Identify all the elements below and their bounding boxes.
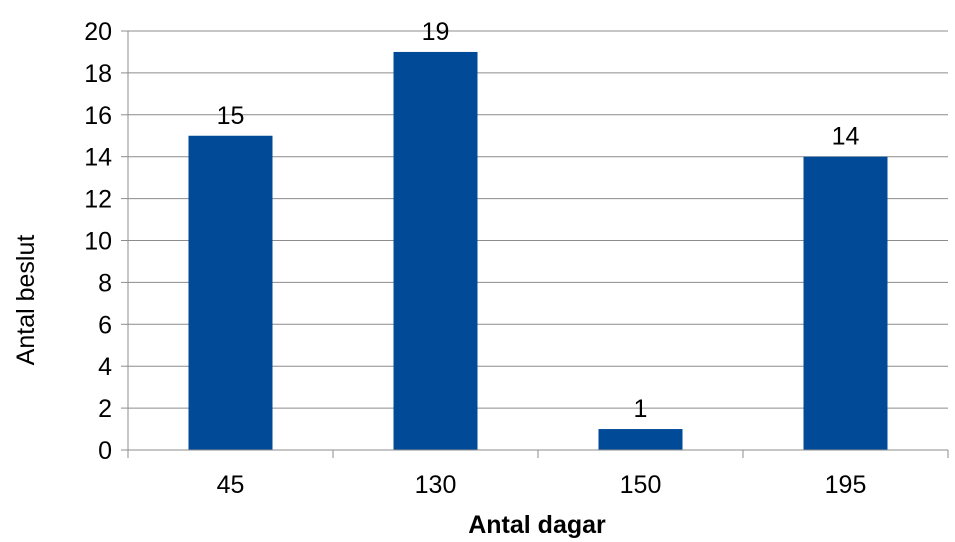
y-tick-labels: 0 2 4 6 8 10 12 14 16 18 20 <box>84 18 112 465</box>
y-tick-label: 16 <box>84 102 112 130</box>
data-label: 14 <box>832 123 860 151</box>
bar <box>393 51 478 450</box>
y-tick-label: 6 <box>98 311 112 339</box>
y-tick-label: 4 <box>98 353 112 381</box>
x-tick-label: 45 <box>217 471 245 499</box>
bars <box>188 51 888 450</box>
x-tick-labels: 45 130 150 195 <box>217 471 867 499</box>
axes <box>121 30 949 458</box>
x-axis-title: Antal dagar <box>468 511 606 539</box>
data-label: 19 <box>422 18 450 46</box>
y-tick-label: 18 <box>84 60 112 88</box>
y-axis-title: Antal beslut <box>12 235 40 366</box>
bar <box>598 429 683 450</box>
y-tick-label: 12 <box>84 186 112 214</box>
y-tick-label: 20 <box>84 18 112 46</box>
x-tick-label: 195 <box>825 471 867 499</box>
bar <box>803 156 888 450</box>
y-tick-label: 0 <box>98 437 112 465</box>
data-label: 1 <box>634 395 648 423</box>
y-tick-label: 10 <box>84 228 112 256</box>
x-tick-label: 150 <box>620 471 662 499</box>
bar <box>188 135 273 450</box>
y-tick-label: 2 <box>98 395 112 423</box>
y-tick-label: 14 <box>84 144 112 172</box>
y-tick-label: 8 <box>98 269 112 297</box>
data-labels: 15 19 1 14 <box>217 18 860 423</box>
data-label: 15 <box>217 102 245 130</box>
x-tick-label: 130 <box>415 471 457 499</box>
